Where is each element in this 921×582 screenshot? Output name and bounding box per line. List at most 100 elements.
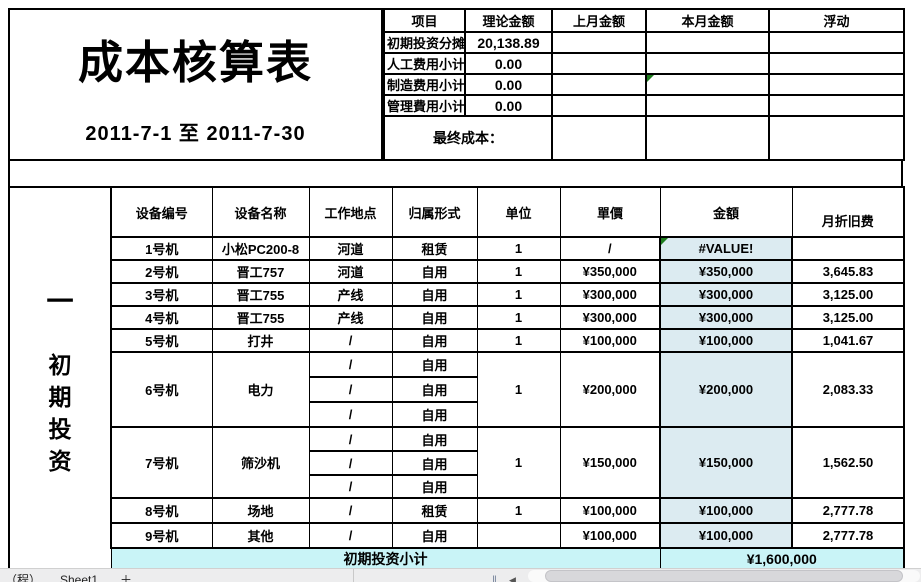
cell-work-site[interactable]: / [308,401,393,428]
cell-last-month[interactable] [551,52,647,75]
cell-unit-price[interactable]: / [559,236,661,261]
cell-this-month[interactable] [645,94,770,117]
cell-this-month[interactable] [645,52,770,75]
header-cell-ownership[interactable]: 归属形式 [391,186,478,238]
cell-last-month[interactable] [551,31,647,54]
cell-device-name[interactable]: 小松PC200-8 [211,236,310,261]
cell-ownership[interactable]: 租赁 [391,236,478,261]
cell-work-site[interactable]: 河道 [308,236,393,261]
cell-ownership[interactable]: 租赁 [391,497,478,524]
cell-device-id[interactable]: 1号机 [110,236,213,261]
cell-unit[interactable]: 1 [476,305,561,330]
cell-device-id[interactable]: 5号机 [110,328,213,353]
horizontal-scrollbar-thumb[interactable] [545,570,903,582]
sheet-tab-sheet1[interactable]: Sheet1 [60,573,99,582]
cell-amount[interactable]: ¥300,000 [659,282,793,307]
cell-depreciation[interactable]: 1,041.67 [791,328,905,353]
cell-amount[interactable]: ¥100,000 [659,522,793,549]
cell-ownership[interactable]: 自用 [391,474,478,499]
cell-work-site[interactable]: 产线 [308,305,393,330]
header-cell-work-site[interactable]: 工作地点 [308,186,393,238]
cell-item[interactable]: 人工费用小计 [383,52,466,75]
cell-device-name[interactable]: 筛沙机 [211,426,310,499]
cell-unit[interactable]: 1 [476,259,561,284]
cell-ownership[interactable]: 自用 [391,450,478,476]
title-block[interactable]: 成本核算表 2011-7-1 至 2011-7-30 [8,8,383,161]
sheet-tab-partial[interactable]: （程） [5,573,42,582]
cell-ownership[interactable]: 自用 [391,282,478,307]
cell-device-name[interactable]: 晋工757 [211,259,310,284]
cell-depreciation[interactable]: 3,125.00 [791,282,905,307]
header-cell-unit-price[interactable]: 單價 [559,186,661,238]
cell-theory[interactable]: 0.00 [464,73,553,96]
cell-theory[interactable]: 0.00 [464,94,553,117]
cell-amount[interactable]: ¥100,000 [659,328,793,353]
cell-theory[interactable]: 20,138.89 [464,31,553,54]
cell-device-id[interactable]: 4号机 [110,305,213,330]
cell-subtotal-value[interactable]: ¥1,600,000 [659,547,905,571]
pane-splitter-icon[interactable]: ‖ [492,573,497,582]
header-cell-last-month[interactable]: 上月金额 [551,8,647,33]
cell-unit-price[interactable]: ¥200,000 [559,351,661,428]
cell-device-name[interactable]: 其他 [211,522,310,549]
cell-unit-price[interactable]: ¥300,000 [559,305,661,330]
cell-device-id[interactable]: 9号机 [110,522,213,549]
cell-work-site[interactable]: / [308,497,393,524]
cell-item[interactable]: 初期投资分摊 [383,31,466,54]
cell-work-site[interactable]: / [308,450,393,476]
cell-this-month[interactable] [645,31,770,54]
cell-unit-price[interactable]: ¥300,000 [559,282,661,307]
cell-amount[interactable]: ¥200,000 [659,351,793,428]
cell-item[interactable]: 制造费用小计 [383,73,466,96]
cell-theory[interactable]: 0.00 [464,52,553,75]
cell-ownership[interactable]: 自用 [391,426,478,452]
cell-depreciation[interactable] [791,236,905,261]
cell-item[interactable]: 管理費用小计 [383,94,466,117]
header-cell-item[interactable]: 项目 [383,8,466,33]
cell-this-month[interactable] [645,73,770,96]
cell-unit[interactable]: 1 [476,236,561,261]
cell-work-site[interactable]: 河道 [308,259,393,284]
cell-subtotal-label[interactable]: 初期投资小计 [110,547,661,571]
cell-work-site[interactable]: / [308,474,393,499]
cell-depreciation[interactable]: 3,125.00 [791,305,905,330]
cell-floating[interactable] [768,31,905,54]
header-cell-this-month[interactable]: 本月金额 [645,8,770,33]
cell-device-id[interactable]: 8号机 [110,497,213,524]
header-cell-unit[interactable]: 单位 [476,186,561,238]
cell-last-month[interactable] [551,73,647,96]
cell-device-id[interactable]: 6号机 [110,351,213,428]
cell-device-name[interactable]: 晋工755 [211,282,310,307]
cell-depreciation[interactable]: 2,777.78 [791,522,905,549]
cell-amount[interactable]: ¥150,000 [659,426,793,499]
cell-floating[interactable] [768,52,905,75]
header-cell-floating[interactable]: 浮动 [768,8,905,33]
cell-ownership[interactable]: 自用 [391,351,478,378]
cell-ownership[interactable]: 自用 [391,376,478,403]
cell-floating[interactable] [768,73,905,96]
cell-device-name[interactable]: 晋工755 [211,305,310,330]
cell-unit-price[interactable]: ¥100,000 [559,328,661,353]
cell-device-name[interactable]: 场地 [211,497,310,524]
cell-unit-price[interactable]: ¥150,000 [559,426,661,499]
cell-work-site[interactable]: / [308,426,393,452]
cell-amount[interactable]: ¥100,000 [659,497,793,524]
cell-device-id[interactable]: 2号机 [110,259,213,284]
cell-work-site[interactable]: / [308,328,393,353]
cell-ownership[interactable]: 自用 [391,522,478,549]
cell-final-floating[interactable] [768,115,905,161]
header-cell-amount[interactable]: 金額 [659,186,793,238]
cell-unit[interactable]: 1 [476,351,561,428]
cell-ownership[interactable]: 自用 [391,259,478,284]
section-label-cell[interactable]: 一 初期投资 [8,186,112,571]
cell-unit[interactable]: 1 [476,328,561,353]
cell-unit[interactable] [476,522,561,549]
cell-depreciation[interactable]: 2,083.33 [791,351,905,428]
cell-last-month[interactable] [551,94,647,117]
cell-unit[interactable]: 1 [476,282,561,307]
cell-ownership[interactable]: 自用 [391,401,478,428]
header-cell-device-id[interactable]: 设备编号 [110,186,213,238]
cell-unit[interactable]: 1 [476,497,561,524]
cell-device-id[interactable]: 7号机 [110,426,213,499]
header-cell-theory[interactable]: 理论金额 [464,8,553,33]
